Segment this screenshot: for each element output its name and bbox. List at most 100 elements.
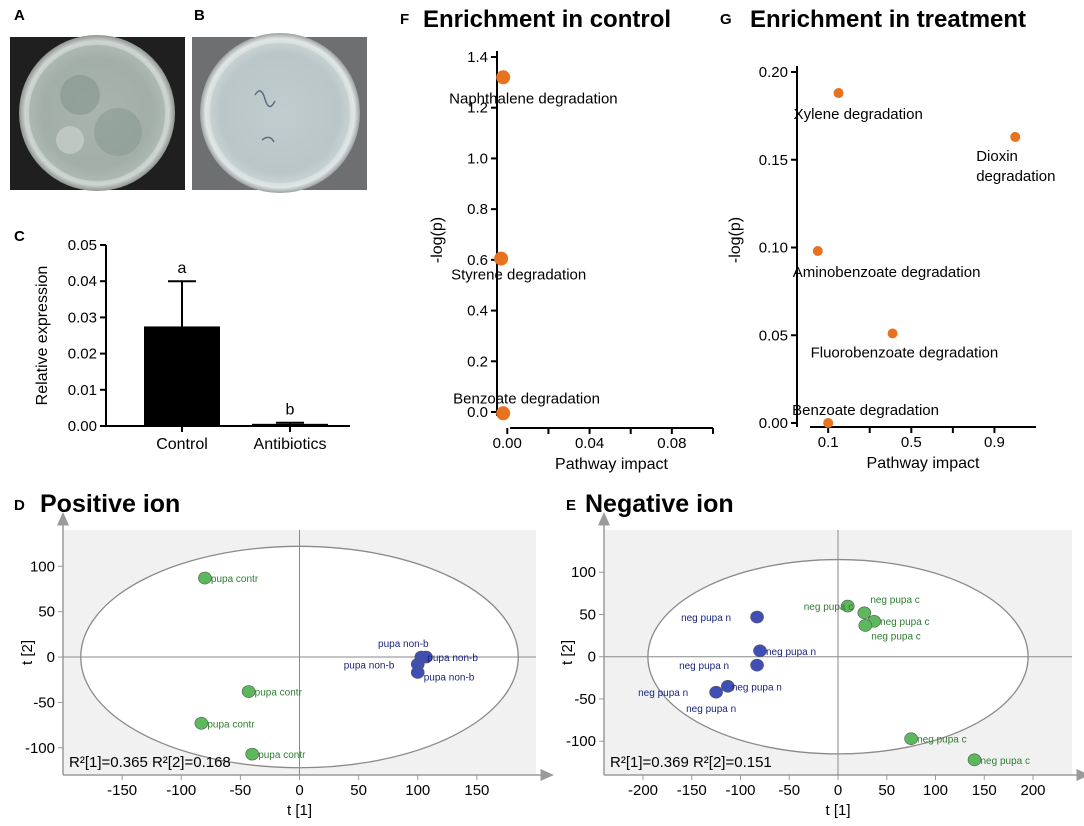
score-point [750, 658, 764, 672]
pathway-point [496, 70, 511, 85]
score-point-label: neg pupa c [804, 602, 854, 613]
y-axis-label: t [2] [19, 640, 36, 665]
score-point [410, 666, 425, 679]
x-axis-label: t [1] [287, 802, 312, 819]
y-tick-label: -100 [566, 733, 596, 750]
score-point [721, 679, 735, 693]
pathway-label: Naphthalene degradation [449, 90, 617, 107]
petri-dish-photo-b [192, 33, 367, 193]
y-tick-label: 0.0 [467, 404, 488, 421]
pca-positive-ion: Positive ion 100 50 0 -50 -100 -150 -100 -50 0 50 1… [19, 490, 554, 819]
x-tick-label: 50 [878, 782, 895, 799]
y-axis-label: -log(p) [727, 217, 744, 263]
pathway-label: Dioxin [976, 148, 1018, 165]
y-axis-label: t [2] [559, 640, 576, 665]
score-point [840, 599, 855, 613]
x-axis-label: t [1] [825, 802, 850, 819]
scatter-enrichment-control: Enrichment in control 0.0 0.2 0.4 0.6 0.8 1.0 1… [423, 6, 714, 473]
x-tick-label: -200 [628, 782, 658, 799]
score-point [245, 747, 259, 761]
y-tick-label: 0.04 [68, 273, 97, 290]
x-tick-label: Antibiotics [254, 436, 327, 453]
y-tick-label: 0.20 [759, 64, 788, 81]
y-tick-label: 1.0 [467, 150, 488, 167]
r2-annotation: R²[1]=0.369 R²[2]=0.151 [610, 754, 772, 771]
pca-negative-ion: Negative ion 100 50 0 -50 -100 -200 -150 -100 -50… [559, 490, 1084, 819]
score-point [857, 606, 872, 620]
panel-letter-d: D [14, 497, 25, 514]
score-point [967, 753, 982, 767]
x-tick-label: 100 [405, 782, 430, 799]
score-point-label: pupa contr [258, 750, 306, 761]
score-point [858, 619, 873, 632]
score-point [709, 685, 723, 699]
y-tick-label: 100 [571, 564, 596, 581]
y-tick-label: 0.03 [68, 309, 97, 326]
pathway-label: degradation [976, 168, 1055, 185]
score-point [753, 644, 767, 658]
score-point [198, 571, 212, 585]
panel-letter-e: E [566, 497, 576, 514]
significance-letter: b [286, 402, 295, 419]
score-point-label: neg pupa n [679, 661, 729, 672]
score-point-label: pupa non-b [424, 672, 475, 683]
y-tick-label: 0.00 [68, 418, 97, 435]
score-point-label: pupa non-b [427, 653, 478, 664]
bar [252, 423, 328, 426]
panel-letter-g: G [720, 11, 732, 28]
y-axis-label: Relative expression [34, 266, 51, 406]
pathway-point [887, 328, 898, 339]
score-point [750, 610, 764, 624]
panel-letter-b: B [194, 7, 205, 24]
chart-title: Negative ion [585, 490, 734, 518]
x-tick-label: 150 [464, 782, 489, 799]
x-tick-label: 150 [972, 782, 997, 799]
x-tick-label: -50 [230, 782, 252, 799]
score-point-label: pupa contr [207, 719, 255, 730]
y-tick-label: 0.02 [68, 346, 97, 363]
y-axis-label: -log(p) [429, 217, 446, 263]
score-point-label: neg pupa c [880, 617, 930, 628]
r2-annotation: R²[1]=0.365 R²[2]=0.168 [69, 754, 231, 771]
score-point-label: neg pupa c [871, 631, 921, 642]
y-tick-label: 0.00 [759, 415, 788, 432]
score-point-label: neg pupa n [686, 704, 736, 715]
chart-title: Enrichment in control [423, 6, 671, 33]
x-tick-label: 200 [1020, 782, 1045, 799]
x-tick-label: 0.5 [901, 434, 922, 451]
petri-dish-photo-a [10, 35, 185, 191]
y-tick-label: 0.05 [759, 327, 788, 344]
pathway-label: Fluorobenzoate degradation [811, 344, 999, 361]
x-axis-label: Pathway impact [867, 455, 980, 472]
pathway-label: Aminobenzoate degradation [793, 264, 981, 281]
score-point-label: neg pupa c [917, 735, 967, 746]
pathway-point [494, 251, 509, 266]
pathway-label: Benzoate degradation [792, 402, 939, 419]
y-tick-label: 0.05 [68, 237, 97, 254]
x-tick-label: -100 [725, 782, 755, 799]
score-point-label: neg pupa c [870, 595, 920, 606]
pathway-point [833, 88, 844, 99]
x-axis-label: Pathway impact [555, 456, 668, 473]
x-tick-label: 0.00 [493, 435, 522, 452]
x-tick-label: 50 [350, 782, 367, 799]
panel-letter-a: A [14, 7, 25, 24]
x-tick-label: 0 [834, 782, 842, 799]
x-tick-label: Control [156, 436, 208, 453]
score-point-label: neg pupa n [732, 682, 782, 693]
chart-title: Enrichment in treatment [750, 6, 1026, 33]
y-tick-label: 0 [47, 649, 55, 666]
x-tick-label: 0.1 [818, 434, 839, 451]
panel-letter-f: F [400, 11, 409, 28]
x-tick-label: -100 [166, 782, 196, 799]
y-tick-label: -50 [574, 691, 596, 708]
pathway-label: Styrene degradation [451, 267, 586, 284]
score-point-label: neg pupa n [681, 613, 731, 624]
score-point-label: pupa non-b [344, 660, 395, 671]
y-tick-label: 0.01 [68, 382, 97, 399]
pathway-point [823, 418, 834, 428]
bar [144, 326, 220, 426]
y-tick-label: 0.15 [759, 152, 788, 169]
bar-chart-relative-expression: 0.00 0.01 0.02 0.03 0.04 0.05 a Control b Antibio… [34, 237, 350, 453]
